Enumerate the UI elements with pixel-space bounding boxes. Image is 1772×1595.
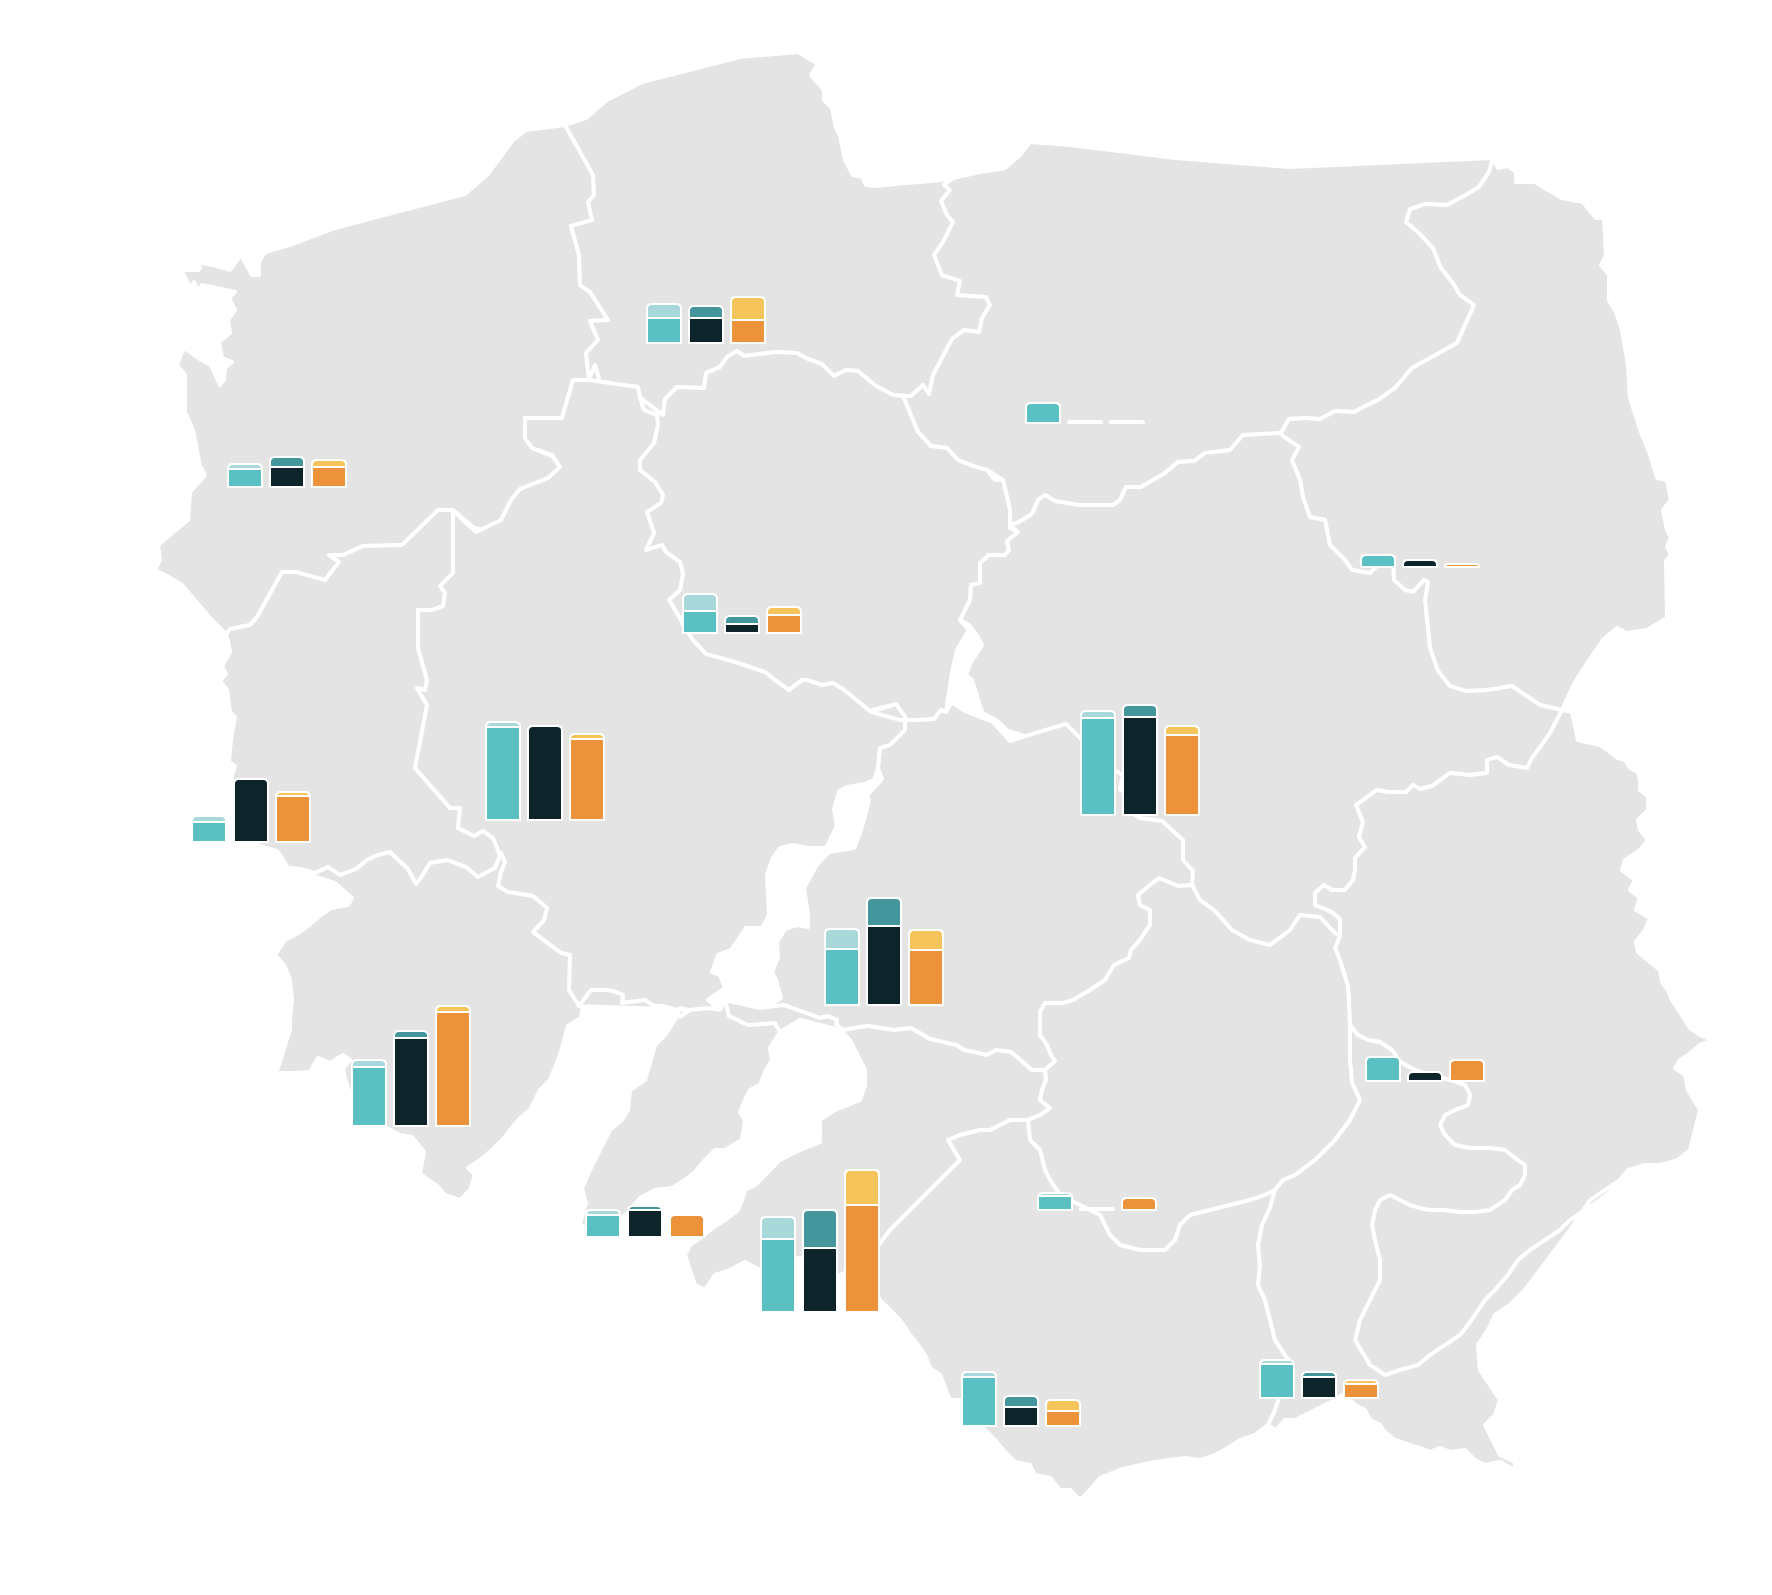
bar-lubelskie-1: [1365, 1056, 1401, 1082]
bar-podkarpackie-1: [1259, 1363, 1295, 1399]
bar-swietokrzyskie-1: [1037, 1195, 1073, 1211]
bar-group-dolnoslaskie[interactable]: [351, 1005, 471, 1127]
bar-podkarpackie-2: [1301, 1376, 1337, 1399]
bar-group-lodzkie[interactable]: [824, 897, 944, 1006]
bar-mazowieckie-1: [1080, 717, 1116, 816]
bar-warminsko-mazurskie-3: [1108, 420, 1146, 424]
bar-mazowieckie-2: [1122, 716, 1158, 816]
bar-warminsko-mazurskie-2: [1066, 420, 1104, 424]
bar-group-mazowieckie[interactable]: [1080, 704, 1200, 816]
region-opolskie[interactable]: [577, 988, 782, 1232]
bar-group-slaskie[interactable]: [760, 1169, 880, 1313]
bar-group-pomorskie[interactable]: [646, 296, 766, 344]
bar-lodzkie-1: [824, 948, 860, 1006]
bar-opolskie-2: [627, 1209, 663, 1238]
bar-malopolskie-3: [1045, 1410, 1081, 1427]
bar-kujawsko-pomorskie-2: [724, 623, 760, 634]
bar-lodzkie-2: [866, 925, 902, 1006]
region-podkarpackie[interactable]: [1256, 1023, 1630, 1472]
bar-group-malopolskie[interactable]: [961, 1371, 1081, 1427]
bar-lubuskie-2: [233, 778, 269, 843]
bar-group-lubelskie[interactable]: [1365, 1056, 1485, 1082]
bar-podlaskie-1: [1360, 554, 1396, 568]
bar-zachodniopomorskie-1: [227, 468, 263, 488]
bar-opolskie-3: [669, 1214, 705, 1238]
bar-group-podlaskie[interactable]: [1360, 554, 1481, 568]
voivodeship-shapes: [153, 50, 1714, 1502]
bar-wielkopolskie-3: [569, 738, 605, 821]
bar-group-podkarpackie[interactable]: [1259, 1359, 1379, 1399]
bar-podkarpackie-3: [1343, 1383, 1379, 1399]
bar-kujawsko-pomorskie-3: [766, 614, 802, 634]
bar-lubelskie-2: [1407, 1071, 1443, 1082]
bar-lubelskie-3: [1449, 1059, 1485, 1082]
bar-pomorskie-1: [646, 317, 682, 344]
bar-lodzkie-3: [908, 949, 944, 1006]
bar-lubuskie-1: [191, 821, 227, 843]
bar-swietokrzyskie-3: [1121, 1197, 1157, 1211]
bar-group-zachodniopomorskie[interactable]: [227, 456, 347, 488]
bar-slaskie-2: [802, 1247, 838, 1313]
bar-group-kujawsko-pomorskie[interactable]: [682, 593, 802, 634]
bar-malopolskie-1: [961, 1376, 997, 1427]
bar-group-wielkopolskie[interactable]: [485, 721, 605, 821]
bar-lubuskie-3: [275, 795, 311, 843]
bar-kujawsko-pomorskie-1: [682, 610, 718, 634]
bar-pomorskie-3: [730, 319, 766, 344]
bar-swietokrzyskie-2: [1078, 1207, 1116, 1211]
bar-warminsko-mazurskie-1: [1025, 402, 1061, 424]
bar-dolnoslaskie-2: [393, 1037, 429, 1127]
bar-group-lubuskie[interactable]: [191, 778, 311, 843]
bar-group-warminsko-mazurskie[interactable]: [1025, 402, 1146, 424]
bar-podlaskie-3: [1443, 563, 1481, 568]
bar-slaskie-1: [760, 1238, 796, 1313]
bar-group-opolskie[interactable]: [585, 1205, 705, 1238]
bar-slaskie-3: [844, 1204, 880, 1313]
regional-bar-charts: [191, 296, 1485, 1427]
bar-malopolskie-2: [1003, 1406, 1039, 1427]
bar-opolskie-1: [585, 1214, 621, 1238]
bar-dolnoslaskie-3: [435, 1011, 471, 1127]
bar-group-swietokrzyskie[interactable]: [1037, 1192, 1157, 1211]
bar-zachodniopomorskie-2: [269, 466, 305, 488]
bar-dolnoslaskie-1: [351, 1066, 387, 1127]
bar-wielkopolskie-2: [527, 725, 563, 821]
bar-pomorskie-2: [688, 317, 724, 344]
bar-zachodniopomorskie-3: [311, 466, 347, 488]
region-dolnoslaskie[interactable]: [273, 850, 585, 1202]
bar-podlaskie-2: [1402, 559, 1438, 568]
bar-mazowieckie-3: [1164, 734, 1200, 816]
bar-wielkopolskie-1: [485, 726, 521, 821]
